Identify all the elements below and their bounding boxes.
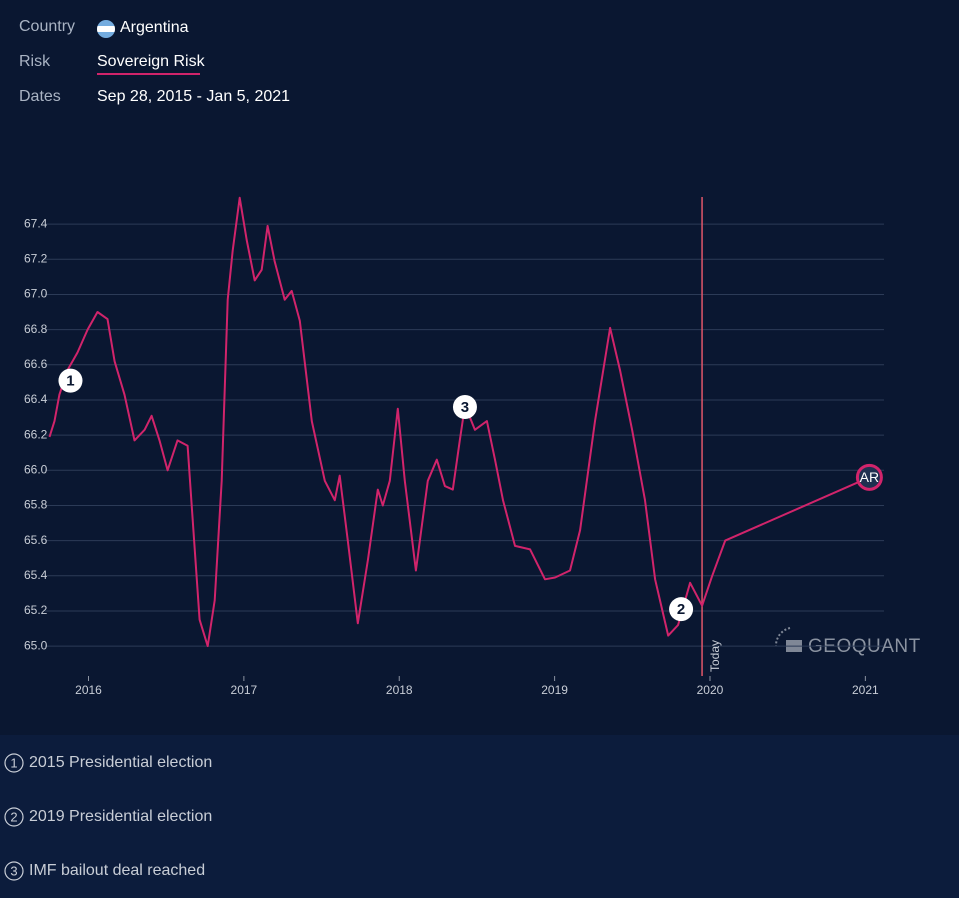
flag — [97, 20, 115, 38]
y-tick-label: 65.8 — [24, 498, 48, 512]
y-tick-label: 66.2 — [24, 427, 48, 441]
end-marker — [855, 463, 883, 491]
y-tick-label: 67.2 — [24, 251, 48, 265]
chart-background — [0, 0, 959, 735]
y-tick-label: 67.0 — [24, 287, 48, 301]
notes-background — [0, 735, 959, 898]
note-marker — [4, 861, 24, 881]
x-tick-label: 2016 — [75, 683, 102, 697]
annotation-number: 1 — [66, 373, 74, 390]
y-tick-label: 66.4 — [24, 392, 48, 406]
x-tick-label: 2021 — [852, 683, 879, 697]
y-tick-label: 65.0 — [24, 638, 48, 652]
x-tick-label: 2020 — [697, 683, 724, 697]
note-marker — [4, 753, 24, 773]
annotation-marker — [669, 597, 694, 622]
x-tick-label: 2019 — [541, 683, 568, 697]
data-line — [48, 196, 870, 648]
y-tick-label: 67.4 — [24, 216, 48, 230]
y-tick-label: 66.0 — [24, 462, 48, 476]
header-value: Argentina — [120, 19, 189, 36]
header-value: Sep 28, 2015 - Jan 5, 2021 — [97, 88, 290, 105]
y-tick-label: 66.8 — [24, 322, 48, 336]
annotation-number: 2 — [677, 601, 685, 618]
header-label: Risk — [19, 53, 51, 70]
header-value[interactable]: Sovereign Risk — [97, 53, 206, 70]
note-marker — [4, 807, 24, 827]
annotation-marker — [58, 368, 83, 393]
x-tick-label: 2018 — [386, 683, 413, 697]
note-number: 1 — [10, 755, 17, 770]
header-label: Dates — [19, 88, 61, 105]
annotation-number: 3 — [461, 399, 469, 416]
header-label: Country — [19, 18, 75, 35]
note-text: 2015 Presidential election — [29, 754, 212, 771]
today-label: Today — [708, 640, 722, 672]
y-tick-label: 65.6 — [24, 533, 48, 547]
note-text: IMF bailout deal reached — [29, 862, 205, 879]
x-tick-label: 2017 — [231, 683, 258, 697]
note-number: 3 — [10, 863, 17, 878]
annotation-marker — [452, 394, 477, 419]
y-tick-label: 65.4 — [24, 568, 48, 582]
y-tick-label: 65.2 — [24, 603, 48, 617]
note-number: 2 — [10, 809, 17, 824]
note-text: 2019 Presidential election — [29, 808, 212, 825]
y-tick-label: 66.6 — [24, 357, 48, 371]
end-label: AR — [860, 469, 879, 485]
